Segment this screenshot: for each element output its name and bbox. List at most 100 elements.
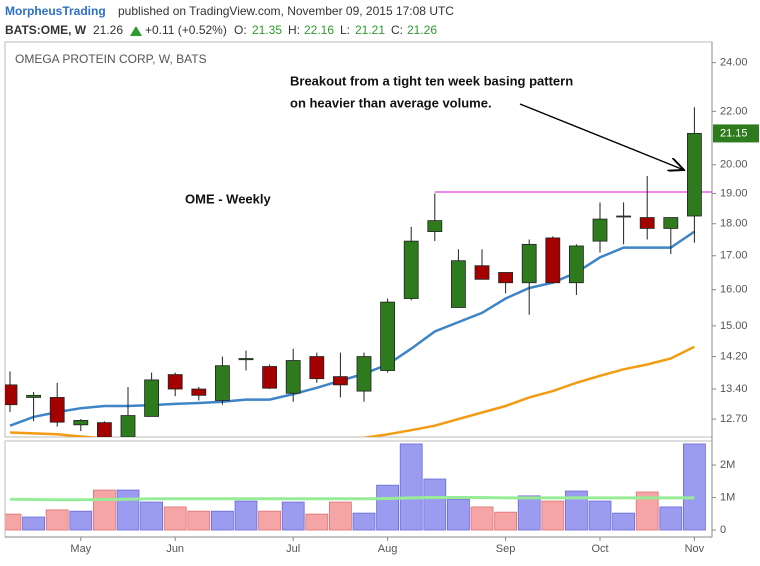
x-tick-label: Nov — [685, 543, 705, 555]
volume-bar — [69, 510, 93, 531]
x-tick-label: Sep — [496, 543, 516, 555]
candle-body — [167, 374, 183, 390]
symbol: BATS:OME, W — [5, 23, 87, 37]
candle-body — [26, 394, 42, 398]
x-tick-label: Jun — [166, 543, 184, 555]
annotation: Breakout from a tight ten week basing pa… — [290, 73, 573, 88]
author[interactable]: MorpheusTrading — [5, 4, 106, 18]
last: 21.26 — [93, 23, 123, 37]
volume-bar — [210, 510, 234, 531]
x-tick-label: Aug — [378, 543, 398, 555]
candle-body — [262, 366, 278, 389]
candle-body — [332, 376, 348, 386]
candle-body — [498, 272, 514, 284]
y-tick-label: 0 — [720, 524, 726, 536]
volume-bar — [423, 478, 447, 531]
volume-bar — [565, 490, 588, 531]
volume-bar — [541, 500, 565, 531]
moving-average — [9, 345, 695, 437]
annotation: OME - Weekly — [185, 191, 272, 206]
volume-bar — [659, 506, 683, 531]
open: 21.35 — [252, 23, 282, 37]
candle-body — [380, 301, 396, 371]
volume-bar — [446, 498, 470, 531]
y-tick-label: 22.00 — [720, 105, 748, 117]
low-label: L: — [340, 23, 350, 37]
candle-body — [191, 388, 207, 396]
price-plot — [5, 107, 712, 437]
annotation: on heavier than average volume. — [290, 95, 492, 110]
x-tick-label: Oct — [591, 543, 608, 555]
last-price-label: 21.15 — [720, 127, 748, 139]
low: 21.21 — [355, 23, 385, 37]
volume-bar — [281, 501, 305, 531]
volume-bar — [116, 489, 140, 531]
candle-body — [214, 365, 230, 401]
volume-bar — [22, 516, 46, 531]
volume-bar — [494, 511, 518, 531]
volume-bar — [5, 513, 22, 531]
candle-body — [521, 243, 537, 284]
close-label: C: — [391, 23, 403, 37]
candle-body — [545, 237, 561, 284]
up-arrow — [130, 26, 142, 36]
publish-info: published on TradingView.com, November 0… — [118, 4, 454, 18]
volume-bar — [140, 501, 164, 531]
y-tick-label: 12.70 — [720, 413, 748, 425]
y-tick-label: 14.20 — [720, 350, 748, 362]
volume-bar — [635, 491, 659, 531]
candle-body — [120, 415, 136, 437]
candle-body — [569, 245, 584, 284]
volume-bar — [93, 489, 116, 531]
volume-bar — [163, 506, 187, 531]
y-tick-label: 15.00 — [720, 320, 748, 332]
volume-bar — [45, 509, 69, 531]
change: +0.11 (+0.52%) — [145, 23, 227, 37]
candle-body — [427, 220, 443, 232]
candle-body — [639, 217, 655, 229]
volume-bar — [470, 506, 494, 531]
candle-body — [238, 358, 254, 361]
candle-body — [285, 360, 301, 394]
y-tick-label: 13.40 — [720, 383, 748, 395]
y-tick-label: 1M — [720, 491, 735, 503]
candle-body — [5, 384, 18, 406]
last-price-box — [713, 124, 759, 143]
close: 21.26 — [407, 23, 437, 37]
candle-body — [356, 356, 372, 392]
y-tick-label: 17.00 — [720, 250, 748, 262]
volume-bar — [612, 512, 635, 531]
y-tick-label: 20.00 — [720, 159, 748, 171]
candle-body — [73, 420, 89, 426]
high-label: H: — [288, 23, 300, 37]
x-tick-label: Jul — [286, 543, 300, 555]
candle-body — [97, 422, 112, 437]
candle-body — [616, 215, 631, 218]
y-tick-label: 19.00 — [720, 187, 748, 199]
y-tick-label: 24.00 — [720, 57, 748, 69]
open-label: O: — [234, 23, 247, 37]
arrow — [519, 103, 684, 170]
volume-bar — [399, 443, 423, 531]
high: 22.16 — [304, 23, 334, 37]
volume-bar — [588, 500, 612, 531]
volume-bar — [352, 512, 376, 531]
candle-body — [144, 379, 160, 417]
y-tick-label: 18.00 — [720, 218, 748, 230]
y-tick-label: 2M — [720, 459, 735, 471]
volume-bar — [187, 510, 211, 531]
volume-bar — [328, 501, 352, 531]
volume-bar — [258, 510, 282, 531]
candle-body — [687, 133, 702, 217]
volume-bar — [305, 513, 329, 531]
symbol-title: OMEGA PROTEIN CORP, W, BATS — [15, 52, 207, 66]
volume-bar — [376, 484, 400, 531]
volume-bar — [683, 443, 706, 531]
candle-body — [592, 218, 608, 242]
candle-body — [450, 260, 466, 308]
candle-body — [49, 397, 65, 423]
candle-body — [309, 356, 325, 380]
